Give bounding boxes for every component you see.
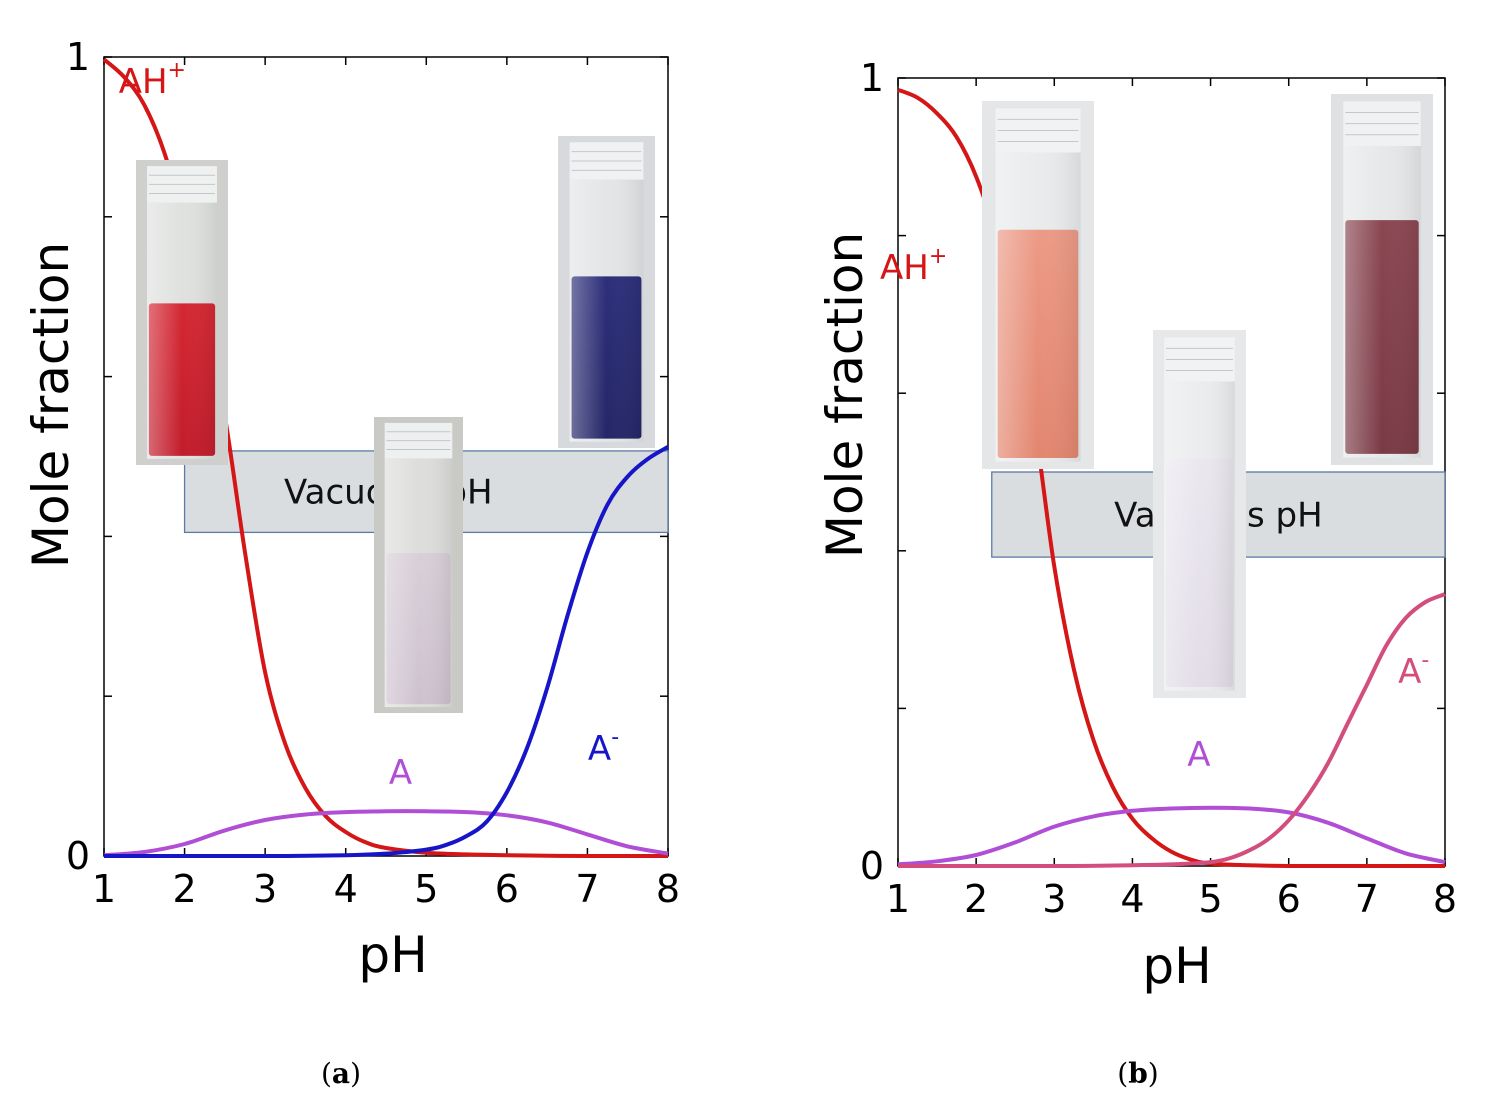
x-tick-label: 1 — [886, 877, 910, 921]
cuvette-photo-clear — [1153, 330, 1246, 698]
cuvette-photo-red — [136, 160, 228, 465]
label-a-neutral-text: A — [389, 753, 412, 793]
label-a-minus-sup: - — [611, 725, 619, 750]
ticks: 1 2 3 4 5 6 7 801 — [66, 35, 680, 911]
cuvette-photo-blue — [558, 136, 655, 448]
cuvette-glare — [384, 458, 453, 708]
y-tick-label: 0 — [860, 844, 884, 888]
cuvette-glare — [1164, 381, 1235, 691]
x-axis-title: pH — [358, 926, 427, 984]
cuvette-photo-salmon — [982, 101, 1094, 469]
series-line-a-minus — [897, 592, 1446, 869]
series-line-a-neutral — [103, 809, 669, 858]
x-tick-label: 5 — [1198, 877, 1222, 921]
label-ah-plus: AH+ — [119, 58, 186, 102]
label-ah-plus-sup: + — [168, 58, 186, 83]
x-tick-label: 2 — [964, 877, 988, 921]
label-a-minus: A- — [1398, 648, 1429, 692]
y-tick-label: 0 — [66, 834, 90, 878]
y-tick-label: 1 — [66, 35, 90, 79]
series-line-ah-plus — [897, 87, 1445, 869]
label-a-neutral: A — [1187, 735, 1210, 775]
series-line-a-minus — [103, 445, 670, 859]
x-tick-label: 4 — [1120, 877, 1144, 921]
label-a-minus-sup: - — [1421, 648, 1429, 673]
y-axis-title: Mole fraction — [816, 232, 874, 558]
label-a-minus-text: A — [1398, 652, 1421, 692]
caption-letter: a — [332, 1057, 350, 1090]
y-tick-label: 1 — [860, 56, 884, 100]
x-tick-label: 5 — [414, 867, 438, 911]
x-tick-label: 3 — [253, 867, 277, 911]
caption-open: ( — [1117, 1057, 1128, 1090]
cuvette-photo-pale — [374, 417, 463, 713]
panel-a: 1 2 3 4 5 6 7 801 Vacuoles pH AH+ A A- pH Mole … — [22, 35, 680, 1090]
cuvette-glare — [569, 179, 644, 442]
label-ah-plus: AH+ — [880, 244, 947, 288]
x-tick-label: 6 — [495, 867, 519, 911]
x-tick-label: 8 — [1433, 877, 1457, 921]
caption-letter: b — [1128, 1057, 1148, 1090]
panel-caption-b: (b) — [1117, 1057, 1158, 1090]
x-tick-label: 6 — [1277, 877, 1301, 921]
x-tick-label: 7 — [575, 867, 599, 911]
label-ah-plus-text: AH — [880, 248, 929, 288]
label-a-minus-text: A — [588, 729, 611, 769]
label-a-neutral-text: A — [1187, 735, 1210, 775]
series-line-a-neutral — [897, 805, 1446, 867]
cuvette-glare — [1343, 145, 1421, 458]
caption-close: ) — [350, 1057, 361, 1090]
y-axis-title: Mole fraction — [22, 242, 80, 568]
panel-caption-a: (a) — [321, 1057, 361, 1090]
label-a-neutral: A — [389, 753, 412, 793]
x-tick-label: 8 — [656, 867, 680, 911]
cuvette-glare — [147, 202, 217, 459]
x-tick-label: 3 — [1042, 877, 1066, 921]
caption-open: ( — [321, 1057, 332, 1090]
label-ah-plus-text: AH — [119, 62, 168, 102]
caption-close: ) — [1148, 1057, 1159, 1090]
cuvette-photo-maroon — [1331, 94, 1433, 465]
x-axis-title: pH — [1142, 937, 1211, 995]
label-ah-plus-sup: + — [929, 244, 947, 269]
ticks: 1 2 3 4 5 6 7 801 — [860, 56, 1457, 921]
cuvette-glare — [995, 152, 1081, 462]
x-tick-label: 2 — [172, 867, 196, 911]
x-tick-label: 1 — [92, 867, 116, 911]
x-tick-label: 7 — [1355, 877, 1379, 921]
label-a-minus: A- — [588, 725, 619, 769]
x-tick-label: 4 — [334, 867, 358, 911]
